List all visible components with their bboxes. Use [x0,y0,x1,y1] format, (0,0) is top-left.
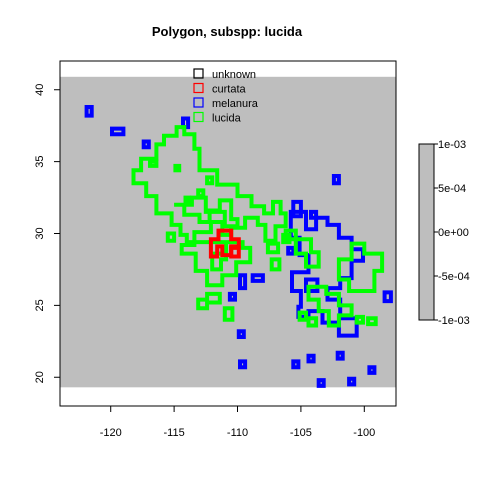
melanura-polygon-1 [110,126,126,137]
colorbar-tick-label: -1e-03 [438,315,470,327]
lucida-polygon-16 [297,310,308,322]
colorbar-tick-label: 0e+00 [438,227,469,239]
legend: unknown curtata melanura lucida [193,68,259,125]
lucida-polygon-2 [148,159,159,168]
curtata-polygon-1 [229,245,241,259]
melanura-polygon-8 [238,273,248,291]
melanura-polygon-7 [250,273,265,283]
lucida-polygon-18 [354,314,365,325]
colorbar-tick-label: 1e-03 [438,139,466,151]
x-tick-label: -105 [290,427,312,439]
melanura-polygon-9 [227,291,237,302]
melanura-polygon-3 [181,116,191,130]
legend-swatch-unknown [193,68,204,79]
polygon-layer [84,105,393,388]
melanura-polygon-16 [347,376,357,387]
lucida-polygon-17 [306,316,319,328]
melanura-polygon-6 [286,245,296,256]
lucida-polygon-10 [265,241,281,255]
colorbar-tick-label: -5e-04 [438,271,470,283]
x-tick-label: -120 [100,427,122,439]
lucida-polygon-1 [174,195,240,229]
lucida-polygon-0 [131,125,288,288]
melanura-polygon-11 [238,359,248,370]
legend-swatch-melanura [193,97,204,108]
lucida-polygon-5 [196,188,206,199]
chart-title: Polygon, subspp: lucida [152,24,303,39]
legend-label-unknown: unknown [212,69,256,81]
melanura-polygon-5 [291,199,303,219]
melanura-polygon-18 [382,290,393,304]
legend-label-curtata: curtata [212,84,247,96]
melanura-polygon-21 [304,277,320,293]
lucida-polygon-11 [283,228,321,269]
colorbar: 1e-03 5e-04 0e+00 -5e-04 -1e-03 [418,139,470,327]
legend-swatch-lucida [193,111,204,123]
y-tick-label: 25 [34,299,46,311]
melanura-polygon-15 [335,350,345,361]
y-tick-label: 35 [34,156,46,168]
legend-label-lucida: lucida [212,113,242,125]
lucida-polygon-14 [336,241,385,293]
lucida-polygon-6 [165,231,177,243]
melanura-polygon-10 [236,329,246,339]
melanura-polygon-14 [316,378,326,388]
lucida-polygon-4 [183,195,192,204]
x-axis: -120 -115 -110 -105 -100 [100,405,375,439]
melanura-polygon-12 [291,359,301,370]
x-tick-label: -115 [164,427,185,439]
lucida-polygon-19 [366,316,378,327]
lucida-polygon-3 [173,163,182,173]
melanura-polygon-13 [306,353,316,364]
y-tick-label: 40 [34,84,46,96]
x-tick-label: -110 [227,427,248,439]
y-axis: 20 25 30 35 40 [34,84,61,383]
lucida-polygon-12 [281,232,292,245]
x-tick-label: -100 [353,427,375,439]
legend-label-melanura: melanura [212,98,259,110]
lucida-polygon-7 [205,175,215,186]
lucida-polygon-8 [196,291,222,311]
lucida-polygon-15 [306,284,354,328]
colorbar-fill [418,143,435,321]
colorbar-tick-label: 5e-04 [438,183,466,195]
y-tick-label: 20 [34,371,46,383]
lucida-polygon-9 [222,306,235,322]
lucida-polygon-13 [269,257,282,272]
y-tick-label: 30 [34,227,46,239]
melanura-polygon-0 [84,105,94,118]
melanura-polygon-17 [367,365,377,375]
melanura-polygon-19 [331,174,341,186]
legend-swatch-curtata [193,82,204,94]
melanura-polygon-2 [141,139,151,150]
